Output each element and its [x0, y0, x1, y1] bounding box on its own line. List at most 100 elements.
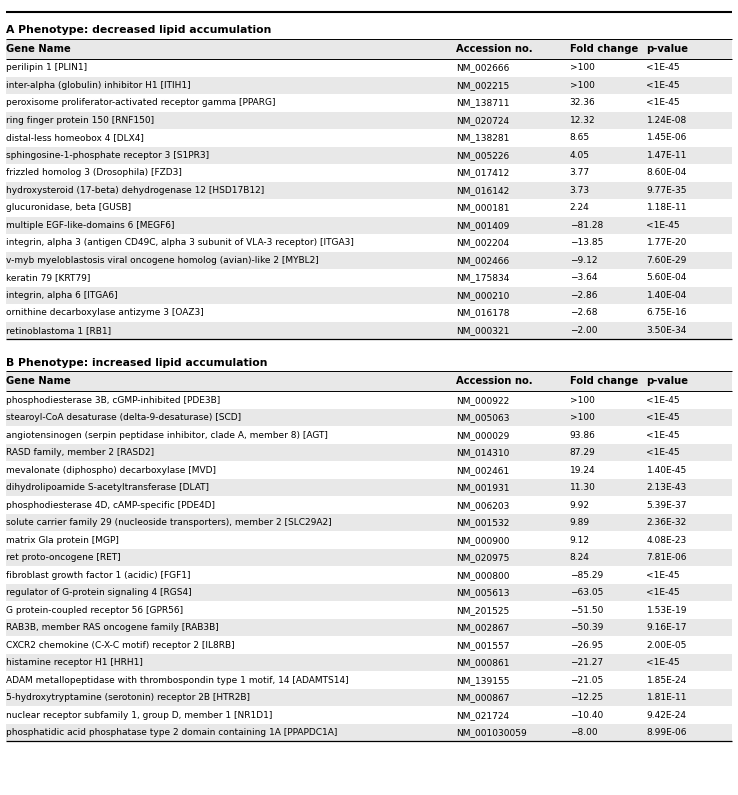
Text: >100: >100	[570, 396, 595, 405]
Text: <1E-45: <1E-45	[646, 99, 680, 107]
Text: NM_006203: NM_006203	[456, 501, 509, 510]
Text: p-value: p-value	[646, 376, 689, 386]
Text: 1.24E-08: 1.24E-08	[646, 116, 687, 125]
Text: ret proto-oncogene [RET]: ret proto-oncogene [RET]	[6, 553, 120, 562]
Bar	[6, 724, 732, 742]
Text: NM_000029: NM_000029	[456, 431, 509, 440]
Text: fibroblast growth factor 1 (acidic) [FGF1]: fibroblast growth factor 1 (acidic) [FGF…	[6, 571, 190, 580]
Bar	[6, 637, 732, 654]
Text: NM_138711: NM_138711	[456, 99, 509, 107]
Bar	[6, 619, 732, 637]
Text: NM_001532: NM_001532	[456, 518, 509, 527]
Text: NM_002204: NM_002204	[456, 238, 509, 247]
Text: <1E-45: <1E-45	[646, 588, 680, 597]
Text: keratin 79 [KRT79]: keratin 79 [KRT79]	[6, 273, 90, 282]
Text: NM_005063: NM_005063	[456, 413, 509, 422]
Text: phosphodiesterase 4D, cAMP-specific [PDE4D]: phosphodiesterase 4D, cAMP-specific [PDE…	[6, 501, 215, 510]
Text: 8.99E-06: 8.99E-06	[646, 728, 687, 737]
Text: NM_000922: NM_000922	[456, 396, 509, 405]
Text: −2.00: −2.00	[570, 326, 597, 335]
Text: 2.00E-05: 2.00E-05	[646, 641, 687, 650]
Text: B Phenotype: increased lipid accumulation: B Phenotype: increased lipid accumulatio…	[6, 358, 267, 367]
Bar	[6, 461, 732, 479]
Text: NM_016178: NM_016178	[456, 308, 509, 317]
Text: −26.95: −26.95	[570, 641, 603, 650]
Text: RASD family, member 2 [RASD2]: RASD family, member 2 [RASD2]	[6, 448, 154, 457]
Text: 4.08E-23: 4.08E-23	[646, 536, 687, 545]
Text: ring finger protein 150 [RNF150]: ring finger protein 150 [RNF150]	[6, 116, 154, 125]
Text: 2.13E-43: 2.13E-43	[646, 483, 687, 492]
Text: <1E-45: <1E-45	[646, 448, 680, 457]
Text: 5.60E-04: 5.60E-04	[646, 273, 687, 282]
Text: −63.05: −63.05	[570, 588, 603, 597]
Bar	[6, 217, 732, 235]
Text: >100: >100	[570, 81, 595, 90]
Text: NM_002461: NM_002461	[456, 466, 509, 475]
Text: 1.47E-11: 1.47E-11	[646, 151, 687, 160]
Text: 1.77E-20: 1.77E-20	[646, 238, 687, 247]
Bar	[6, 409, 732, 426]
Text: −21.27: −21.27	[570, 658, 603, 667]
Text: 2.36E-32: 2.36E-32	[646, 518, 687, 527]
Text: NM_139155: NM_139155	[456, 676, 509, 684]
Text: Accession no.: Accession no.	[456, 45, 533, 54]
Text: 8.65: 8.65	[570, 134, 590, 142]
Bar	[6, 59, 732, 76]
Text: NM_001030059: NM_001030059	[456, 728, 527, 737]
Bar	[6, 371, 732, 391]
Text: NM_201525: NM_201525	[456, 606, 509, 615]
Bar	[6, 304, 732, 322]
Text: −13.85: −13.85	[570, 238, 603, 247]
Bar	[6, 182, 732, 200]
Bar	[6, 479, 732, 496]
Text: 6.75E-16: 6.75E-16	[646, 308, 687, 317]
Text: NM_000861: NM_000861	[456, 658, 509, 667]
Text: <1E-45: <1E-45	[646, 81, 680, 90]
Bar	[6, 76, 732, 94]
Text: glucuronidase, beta [GUSB]: glucuronidase, beta [GUSB]	[6, 204, 131, 212]
Text: inter-alpha (globulin) inhibitor H1 [ITIH1]: inter-alpha (globulin) inhibitor H1 [ITI…	[6, 81, 190, 90]
Bar	[6, 391, 732, 409]
Text: 8.60E-04: 8.60E-04	[646, 169, 687, 177]
Text: 1.45E-06: 1.45E-06	[646, 134, 687, 142]
Text: NM_002867: NM_002867	[456, 623, 509, 632]
Text: G protein-coupled receptor 56 [GPR56]: G protein-coupled receptor 56 [GPR56]	[6, 606, 183, 615]
Text: NM_020724: NM_020724	[456, 116, 509, 125]
Text: 32.36: 32.36	[570, 99, 596, 107]
Text: mevalonate (diphospho) decarboxylase [MVD]: mevalonate (diphospho) decarboxylase [MV…	[6, 466, 216, 475]
Text: NM_138281: NM_138281	[456, 134, 509, 142]
Text: 1.40E-45: 1.40E-45	[646, 466, 687, 475]
Text: 3.50E-34: 3.50E-34	[646, 326, 687, 335]
Bar	[6, 566, 732, 584]
Text: NM_002666: NM_002666	[456, 64, 509, 72]
Text: 12.32: 12.32	[570, 116, 596, 125]
Bar	[6, 654, 732, 672]
Text: integrin, alpha 6 [ITGA6]: integrin, alpha 6 [ITGA6]	[6, 291, 117, 300]
Text: retinoblastoma 1 [RB1]: retinoblastoma 1 [RB1]	[6, 326, 111, 335]
Bar	[6, 514, 732, 531]
Text: phosphodiesterase 3B, cGMP-inhibited [PDE3B]: phosphodiesterase 3B, cGMP-inhibited [PD…	[6, 396, 220, 405]
Text: −51.50: −51.50	[570, 606, 603, 615]
Text: NM_002215: NM_002215	[456, 81, 509, 90]
Text: NM_005613: NM_005613	[456, 588, 509, 597]
Text: −2.68: −2.68	[570, 308, 597, 317]
Bar	[6, 531, 732, 549]
Text: p-value: p-value	[646, 45, 689, 54]
Text: −10.40: −10.40	[570, 711, 603, 719]
Bar	[6, 549, 732, 566]
Bar	[6, 689, 732, 707]
Text: NM_021724: NM_021724	[456, 711, 509, 719]
Text: integrin, alpha 3 (antigen CD49C, alpha 3 subunit of VLA-3 receptor) [ITGA3]: integrin, alpha 3 (antigen CD49C, alpha …	[6, 238, 354, 247]
Text: −21.05: −21.05	[570, 676, 603, 684]
Text: NM_017412: NM_017412	[456, 169, 509, 177]
Text: Fold change: Fold change	[570, 45, 638, 54]
Text: NM_001557: NM_001557	[456, 641, 509, 650]
Text: NM_020975: NM_020975	[456, 553, 509, 562]
Text: A Phenotype: decreased lipid accumulation: A Phenotype: decreased lipid accumulatio…	[6, 25, 272, 36]
Text: 8.24: 8.24	[570, 553, 590, 562]
Bar	[6, 200, 732, 217]
Text: nuclear receptor subfamily 1, group D, member 1 [NR1D1]: nuclear receptor subfamily 1, group D, m…	[6, 711, 272, 719]
Text: 3.73: 3.73	[570, 186, 590, 195]
Text: 2.24: 2.24	[570, 204, 590, 212]
Text: phosphatidic acid phosphatase type 2 domain containing 1A [PPAPDC1A]: phosphatidic acid phosphatase type 2 dom…	[6, 728, 337, 737]
